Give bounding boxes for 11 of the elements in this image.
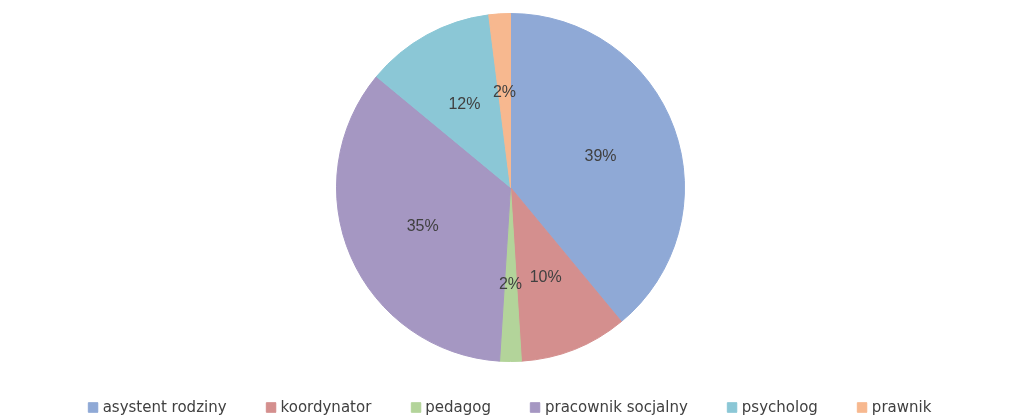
data-label: 2% — [498, 274, 523, 292]
legend-label: pracownik socjalny — [544, 398, 688, 416]
data-label: 35% — [406, 217, 439, 235]
legend-label: psycholog — [741, 398, 818, 416]
legend-label: koordynator — [280, 398, 372, 416]
data-label: 12% — [448, 95, 481, 113]
data-label: 10% — [529, 267, 562, 285]
legend-label: asystent rodziny — [102, 398, 227, 416]
legend-label: prawnik — [871, 398, 932, 416]
legend-label: pedagog — [425, 398, 491, 416]
data-label: 39% — [584, 146, 617, 164]
